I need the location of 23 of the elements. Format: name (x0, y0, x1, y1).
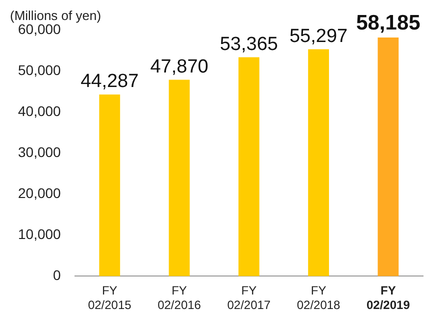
y-tick-label: 60,000 (18, 20, 62, 37)
bar (99, 94, 120, 276)
y-tick-label: 30,000 (18, 144, 62, 160)
y-tick-label: 0 (53, 267, 62, 284)
data-label: 44,287 (80, 71, 139, 92)
bar (238, 57, 260, 276)
data-label: 53,365 (220, 34, 278, 55)
y-tick-label: 40,000 (18, 102, 62, 119)
y-tick-label: 20,000 (18, 184, 62, 201)
bar (168, 80, 190, 276)
y-tick-label: 50,000 (18, 62, 62, 78)
y-axis-title: (Millions of yen) (10, 8, 102, 23)
data-label: 55,297 (289, 26, 348, 48)
bar (378, 37, 399, 276)
x-tick-label: FY 02/2017 (227, 284, 271, 312)
x-tick-label: FY 02/2018 (296, 284, 341, 312)
x-tick-label: FY 02/2019 (366, 284, 410, 312)
bar (308, 49, 329, 276)
x-tick-label: FY 02/2016 (158, 284, 202, 312)
data-label: 47,870 (150, 56, 208, 78)
y-tick-label: 10,000 (18, 226, 62, 242)
x-tick-label: FY 02/2015 (88, 284, 132, 312)
data-label: 58,185 (356, 12, 421, 35)
